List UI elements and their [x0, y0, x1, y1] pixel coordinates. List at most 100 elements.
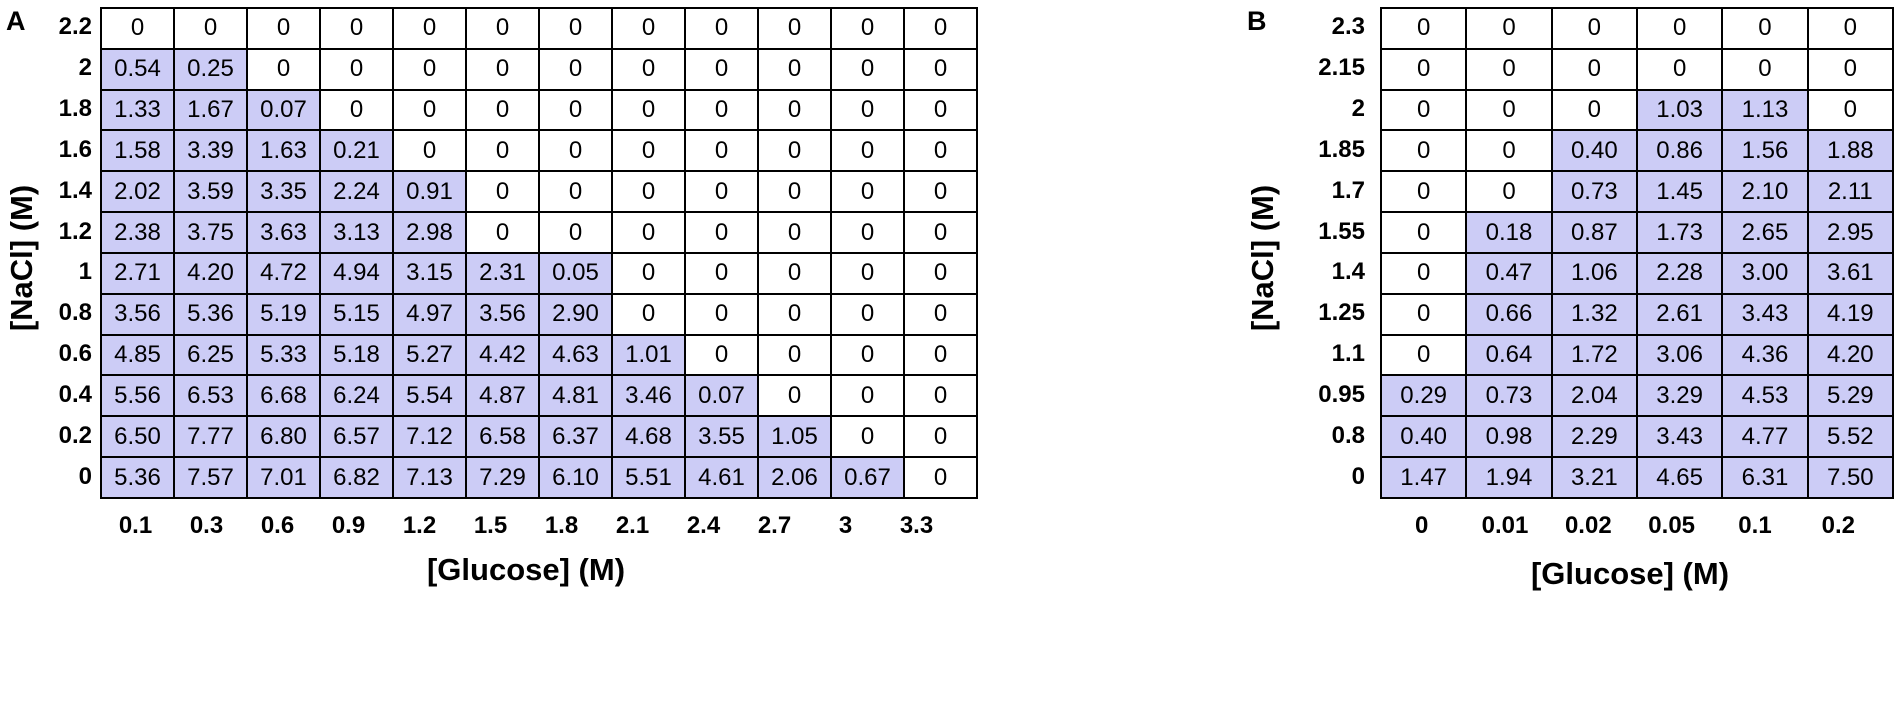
heatmap-cell: 3.75	[173, 211, 248, 254]
heatmap-cell: 0	[319, 7, 394, 50]
heatmap-cell: 0	[1379, 129, 1468, 173]
heatmap-cell: 0	[830, 129, 905, 173]
heatmap-cell: 0.86	[1635, 129, 1724, 173]
heatmap-cell: 1.72	[1550, 333, 1638, 377]
heatmap-cell: 0	[757, 374, 832, 418]
heatmap-cell: 3.15	[392, 251, 467, 295]
heatmap-cell: 1.63	[246, 129, 321, 173]
heatmap-cell: 0	[1806, 7, 1894, 50]
heatmap-row: 4.85 6.25 5.33 5.18 5.27 4.42 4.63 1.01 0 0 0 0	[100, 333, 978, 377]
heatmap-cell: 2.61	[1635, 292, 1724, 336]
heatmap-cell: 2.10	[1721, 170, 1809, 214]
heatmap-cell: 1.13	[1721, 88, 1809, 132]
x-tick-label: 0.3	[189, 512, 224, 539]
heatmap-cell: 4.97	[392, 292, 467, 336]
heatmap-cell: 0.07	[246, 88, 321, 132]
heatmap-cell: 6.25	[173, 333, 248, 377]
heatmap-cell: 0	[1379, 211, 1468, 254]
heatmap-cell: 3.56	[100, 292, 175, 336]
heatmap-row: 2.71 4.20 4.72 4.94 3.15 2.31 0.05 0 0 0 0 0	[100, 251, 978, 295]
heatmap-cell: 0	[319, 47, 394, 91]
heatmap-cell: 3.59	[173, 170, 248, 214]
panel-b-x-axis-label: [Glucose] (M)	[1530, 556, 1730, 591]
heatmap-cell: 4.68	[611, 415, 686, 459]
heatmap-cell: 1.32	[1550, 292, 1638, 336]
heatmap-cell: 0	[246, 7, 321, 50]
x-tick-label: 0.01	[1481, 512, 1529, 539]
y-tick-label: 0.6	[58, 340, 92, 368]
heatmap-cell: 2.06	[757, 456, 832, 499]
heatmap-cell: 0	[465, 211, 540, 254]
heatmap-cell: 6.31	[1721, 456, 1809, 499]
heatmap-cell: 0	[1550, 88, 1638, 132]
heatmap-cell: 2.31	[465, 251, 540, 295]
y-tick-label: 1.25	[1318, 299, 1365, 327]
heatmap-cell: 1.01	[611, 333, 686, 377]
heatmap-cell: 0	[903, 415, 978, 459]
heatmap-cell: 0	[903, 251, 978, 295]
y-tick-label: 1.7	[1331, 176, 1365, 204]
x-tick-label: 0	[1414, 512, 1429, 539]
heatmap-cell: 0.54	[100, 47, 175, 91]
y-tick-label: 0	[78, 462, 92, 490]
heatmap-cell: 0.98	[1465, 415, 1553, 459]
heatmap-row: 0 0 0 1.03 1.13 0	[1379, 88, 1894, 132]
heatmap-cell: 6.53	[173, 374, 248, 418]
heatmap-cell: 0	[465, 129, 540, 173]
panel-b-y-axis-label: [NaCl] (M)	[1245, 184, 1280, 332]
heatmap-cell: 6.68	[246, 374, 321, 418]
heatmap-cell: 0	[684, 47, 759, 91]
heatmap-cell: 4.20	[1806, 333, 1894, 377]
heatmap-cell: 0	[246, 47, 321, 91]
heatmap-cell: 0	[1806, 47, 1894, 91]
heatmap-cell: 0	[465, 88, 540, 132]
heatmap-row: 2.02 3.59 3.35 2.24 0.91 0 0 0 0 0 0 0	[100, 170, 978, 214]
heatmap-cell: 7.57	[173, 456, 248, 499]
heatmap-cell: 0	[392, 129, 467, 173]
y-tick-label: 0.4	[58, 380, 92, 408]
x-tick-label: 1.8	[544, 512, 579, 539]
heatmap-row: 0 0.64 1.72 3.06 4.36 4.20	[1379, 333, 1894, 377]
heatmap-cell: 0	[903, 129, 978, 173]
heatmap-row: 5.36 7.57 7.01 6.82 7.13 7.29 6.10 5.51 4.61 2.06…	[100, 456, 978, 499]
heatmap-cell: 0	[1465, 88, 1553, 132]
heatmap-cell: 0	[684, 129, 759, 173]
x-tick-label: 0.2	[1821, 512, 1855, 539]
heatmap-cell: 6.82	[319, 456, 394, 499]
heatmap-row: 3.56 5.36 5.19 5.15 4.97 3.56 2.90 0 0 0 0 0	[100, 292, 978, 336]
panel-a-heatmap: 0 0 0 0 0 0 0 0 0 0 0 0 0.54 0.25 0 0 0 0 0 0 0 0 0 0 1.33 1.67 0.…	[100, 7, 978, 499]
x-tick-label: 0.1	[118, 512, 153, 539]
x-tick-label: 2.4	[686, 512, 721, 539]
heatmap-cell: 6.24	[319, 374, 394, 418]
y-tick-label: 1.2	[58, 217, 92, 245]
heatmap-cell: 1.06	[1550, 251, 1638, 295]
heatmap-cell: 7.13	[392, 456, 467, 499]
heatmap-cell: 3.61	[1806, 251, 1894, 295]
heatmap-cell: 0	[1635, 47, 1724, 91]
heatmap-cell: 0	[1379, 47, 1468, 91]
heatmap-cell: 3.43	[1721, 292, 1809, 336]
heatmap-cell: 2.65	[1721, 211, 1809, 254]
heatmap-row: 0 0.47 1.06 2.28 3.00 3.61	[1379, 251, 1894, 295]
heatmap-cell: 3.55	[684, 415, 759, 459]
heatmap-cell: 5.18	[319, 333, 394, 377]
heatmap-cell: 1.47	[1379, 456, 1468, 499]
heatmap-cell: 0	[903, 456, 978, 499]
heatmap-cell: 4.65	[1635, 456, 1724, 499]
heatmap-row: 0 0 0.40 0.86 1.56 1.88	[1379, 129, 1894, 173]
heatmap-cell: 0	[903, 7, 978, 50]
heatmap-cell: 0.67	[830, 456, 905, 499]
heatmap-cell: 0	[1635, 7, 1724, 50]
y-tick-label: 2	[1351, 95, 1365, 123]
heatmap-cell: 1.05	[757, 415, 832, 459]
heatmap-cell: 0	[830, 333, 905, 377]
heatmap-cell: 0.47	[1465, 251, 1553, 295]
heatmap-cell: 0	[392, 47, 467, 91]
heatmap-cell: 0.66	[1465, 292, 1553, 336]
heatmap-cell: 2.95	[1806, 211, 1894, 254]
heatmap-cell: 0	[611, 129, 686, 173]
heatmap-row: 2.38 3.75 3.63 3.13 2.98 0 0 0 0 0 0 0	[100, 211, 978, 254]
x-tick-label: 0.6	[260, 512, 295, 539]
heatmap-cell: 7.77	[173, 415, 248, 459]
